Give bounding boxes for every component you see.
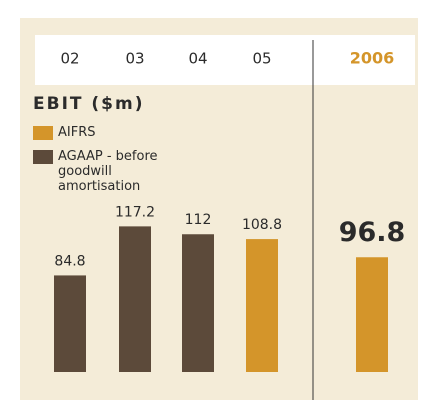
bar	[246, 239, 278, 372]
legend-swatch	[33, 150, 53, 164]
value-label: 117.2	[115, 204, 155, 220]
legend-swatch	[33, 126, 53, 140]
bar	[54, 275, 86, 372]
x-tick-label: 2006	[350, 49, 395, 68]
legend-label: AGAAP - before goodwill amortisation	[58, 149, 158, 194]
value-label: 96.8	[339, 217, 406, 248]
value-label: 112	[185, 212, 212, 228]
x-tick-label: 04	[188, 50, 207, 68]
bar	[356, 257, 388, 372]
x-tick-label: 02	[60, 50, 79, 68]
x-tick-label: 03	[125, 50, 144, 68]
value-label: 84.8	[54, 253, 85, 269]
bar	[182, 234, 214, 372]
value-label: 108.8	[242, 217, 282, 233]
bar	[119, 226, 151, 372]
x-tick-label: 05	[252, 50, 271, 68]
year-strip	[35, 35, 415, 85]
chart-title: EBIT ($m)	[33, 94, 145, 114]
legend-label: AIFRS	[58, 125, 96, 140]
